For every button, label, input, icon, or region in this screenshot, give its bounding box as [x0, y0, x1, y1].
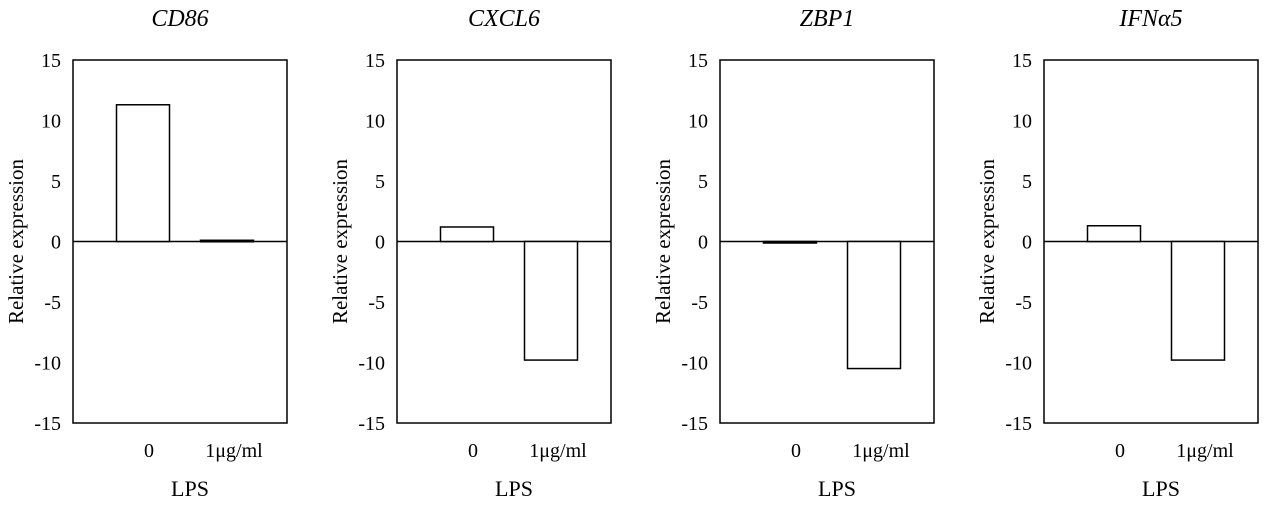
bar — [199, 239, 255, 243]
y-tick-label: -15 — [681, 413, 708, 435]
y-tick-label: 5 — [51, 171, 61, 193]
y-tick-label: -15 — [34, 413, 61, 435]
y-tick-label: -5 — [44, 292, 61, 314]
y-tick-label: -10 — [34, 353, 61, 375]
y-tick-label: 0 — [51, 232, 61, 254]
y-tick-label: -10 — [358, 353, 385, 375]
x-category-label: 0 — [144, 440, 154, 462]
chart-title: CD86 — [151, 6, 208, 32]
y-tick-label: 15 — [1012, 50, 1032, 72]
bar — [1086, 225, 1142, 243]
y-tick-label: 5 — [698, 171, 708, 193]
y-tick-label: -10 — [681, 353, 708, 375]
y-tick-label: 5 — [1022, 171, 1032, 193]
bar — [762, 240, 818, 244]
y-axis-label: Relative expression — [328, 158, 352, 324]
x-axis-label: LPS — [495, 476, 533, 501]
y-tick-label: 5 — [375, 171, 385, 193]
y-tick-label: -15 — [1005, 413, 1032, 435]
y-tick-label: -5 — [368, 292, 385, 314]
chart-title: IFNα5 — [1118, 6, 1182, 32]
y-tick-label: -5 — [1015, 292, 1032, 314]
x-category-label: 1μg/ml — [852, 440, 910, 462]
x-category-label: 0 — [1115, 440, 1125, 462]
y-tick-label: -10 — [1005, 353, 1032, 375]
x-category-label: 0 — [468, 440, 478, 462]
y-tick-label: 0 — [375, 232, 385, 254]
chart-title: ZBP1 — [800, 6, 855, 32]
y-tick-label: 15 — [41, 50, 61, 72]
chart-panel-4: IFNα5 15 10 5 0 -5 -10 -15 Relative expression 0 1… — [975, 6, 1259, 501]
bar — [115, 104, 171, 243]
bar — [523, 240, 579, 361]
y-tick-label: 15 — [365, 50, 385, 72]
bar — [1170, 240, 1226, 361]
x-axis-label: LPS — [1142, 476, 1180, 501]
x-category-label: 1μg/ml — [205, 440, 263, 462]
x-axis-label: LPS — [171, 476, 209, 501]
x-category-label: 0 — [791, 440, 801, 462]
y-axis-label: Relative expression — [651, 158, 675, 324]
y-tick-label: 0 — [1022, 232, 1032, 254]
y-tick-label: 0 — [698, 232, 708, 254]
chart-panel-1: CD86 15 10 5 0 -5 -10 -15 Relative expression 0 1μ… — [4, 6, 288, 501]
y-tick-label: 10 — [41, 111, 61, 133]
y-tick-label: 10 — [365, 111, 385, 133]
y-tick-label: 10 — [1012, 111, 1032, 133]
chart-title: CXCL6 — [468, 6, 540, 32]
bar — [439, 226, 495, 243]
x-category-label: 1μg/ml — [1176, 440, 1234, 462]
y-tick-label: 15 — [688, 50, 708, 72]
bar — [846, 240, 902, 370]
chart-panel-2: CXCL6 15 10 5 0 -5 -10 -15 Relative expression 0 1… — [328, 6, 612, 501]
y-axis-label: Relative expression — [975, 158, 999, 324]
y-axis-label: Relative expression — [4, 158, 28, 324]
y-tick-label: -5 — [691, 292, 708, 314]
y-tick-label: 10 — [688, 111, 708, 133]
y-tick-label: -15 — [358, 413, 385, 435]
x-category-label: 1μg/ml — [529, 440, 587, 462]
chart-panel-3: ZBP1 15 10 5 0 -5 -10 -15 Relative expression 0 1μ… — [651, 6, 935, 501]
x-axis-label: LPS — [818, 476, 856, 501]
